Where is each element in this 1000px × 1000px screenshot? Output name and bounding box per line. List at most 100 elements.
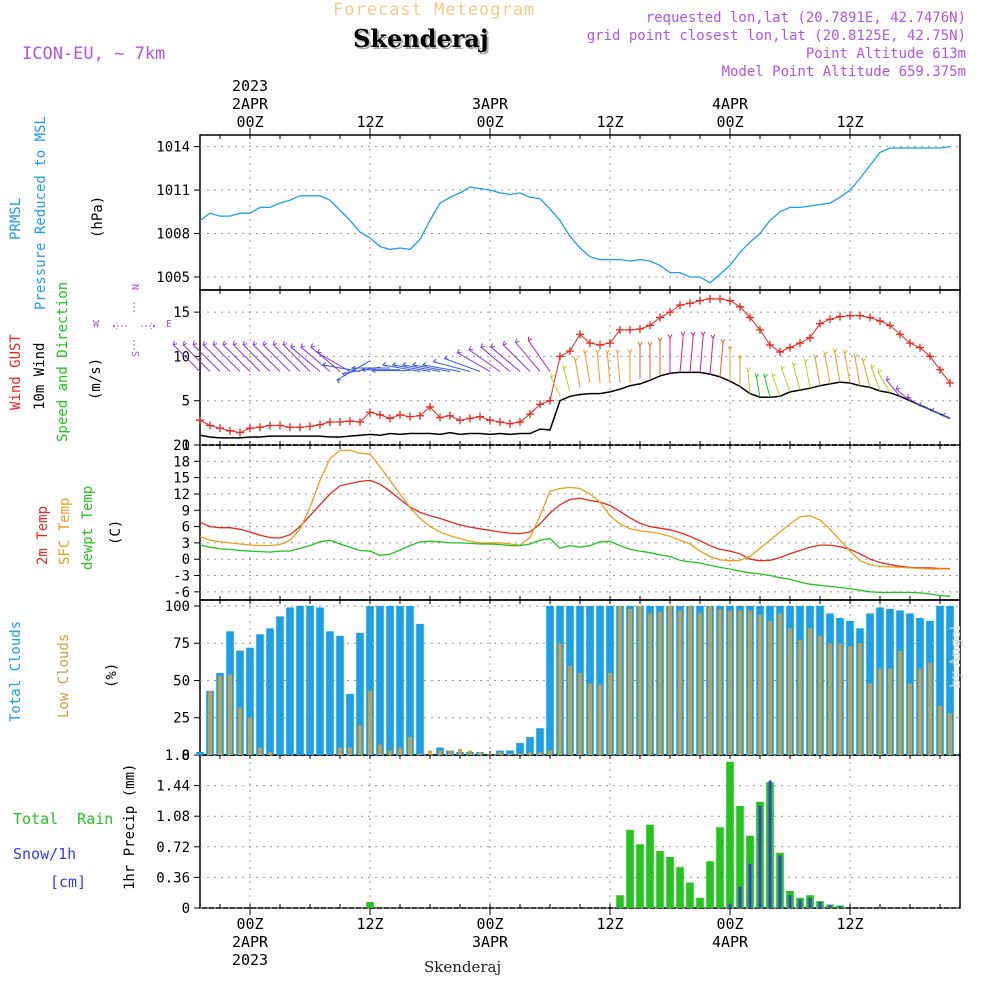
pressure-frame [199,134,961,291]
total-cloud-bar [306,605,314,755]
total-cloud-bar [296,605,304,755]
wind-arrow [606,353,611,384]
wind-gust-marker [726,296,734,305]
top-time-label: 00Z [236,113,263,131]
total-cloud-bar [286,607,294,755]
pressure-label-prmsl: PRMSL [8,197,24,240]
clouds-ytick-label: 0 [182,748,190,764]
wind-gust-marker [266,421,274,430]
wind-arrow-head [657,337,663,343]
bottom-time-label: 12Z [356,915,383,933]
low-cloud-bar [358,725,362,755]
wind-arrow [282,344,311,372]
location-title: Skenderaj [353,24,489,53]
wind-gust-marker [826,315,834,324]
wind-arrow [480,346,511,372]
low-cloud-bar [248,717,252,755]
pressure-ytick-label: 1005 [156,270,190,286]
clouds-label-low: Low Clouds [56,633,72,718]
wind-arrow [336,360,371,381]
wind-arrow [755,376,761,398]
wind-arrow [719,342,724,377]
low-cloud-bar [648,613,652,755]
precip-ytick-label: 0 [182,901,190,917]
top-time-label: 12Z [356,113,383,131]
wind-gust-marker [616,325,624,334]
wind-arrow-head [917,402,923,407]
compass-n: N [131,283,142,290]
wind-gust-marker [366,408,374,417]
low-cloud-bar [738,610,742,755]
wind-arrow [222,344,251,372]
wind-arrow [490,346,521,372]
wind-arrow [502,344,531,372]
wind-gust-marker [246,424,254,433]
wind-arrow-head [350,365,356,371]
wind-arrow [781,369,791,393]
wind-gust-marker [316,420,324,429]
wind-arrow-head [527,336,533,342]
low-cloud-bar [268,752,272,755]
clouds-unit: (%) [104,662,120,688]
wind-gust-marker [736,302,744,311]
temp-ytick-label: 6 [182,520,190,536]
wind-gust-marker [936,365,944,374]
wind-arrow-head [737,355,743,360]
precip-unit: 1hr Precip (mm) [122,763,138,890]
low-cloud-bar [558,643,562,755]
wind-arrow [563,368,571,392]
wind-arrow-head [192,340,198,346]
wind-arrow-head [605,349,611,355]
wind-arrow-head [515,338,520,344]
wind-arrow-head [877,368,882,374]
snow-bar [828,904,832,908]
precip-label-cm: [cm] [50,873,87,891]
top-date-label: 3APR [472,95,509,113]
low-cloud-bar [598,684,602,755]
low-cloud-bar [888,668,892,755]
temp-unit: (C) [108,519,124,545]
prmsl-line [199,145,951,284]
wind-ytick-label: 5 [182,394,190,410]
wind-gust-marker [606,339,614,348]
wind-arrow-head [595,349,601,355]
snow-bar [818,902,822,908]
low-cloud-bar [798,640,802,755]
bottom-time-label: 12Z [836,915,863,933]
bottom-date-label: 2APR [232,933,269,951]
wind-unit: (m/s) [88,357,104,400]
low-cloud-bar [708,605,712,755]
total-cloud-bar [526,737,534,755]
wind-arrow [392,364,431,372]
wind-arrow [814,357,821,386]
wind-arrow [468,349,501,372]
temp-ytick-label: 15 [173,471,190,487]
bottom-date-label: 4APR [712,933,749,951]
wind-arrow-head [930,407,936,413]
temp-ytick-label: -6 [173,585,190,601]
low-cloud-bar [928,662,932,755]
wind-gust-marker [556,352,564,361]
wind-gust-marker [416,411,424,420]
wind-gust-marker [876,317,884,325]
pressure-label-msl: Pressure Reduced to MSL [33,116,49,310]
wind-arrow-head [832,348,838,354]
total-cloud-bar [596,605,604,755]
precip-label-rain: Total Rain [13,810,114,828]
wind-arrow-head [680,331,686,337]
low-cloud-bar [538,752,542,755]
low-cloud-bar [448,750,452,755]
pressure-ytick-label: 1008 [156,227,190,243]
wind-arrow-head [182,340,188,346]
temp-ytick-label: 0 [182,552,190,568]
wind-arrow [877,372,891,393]
wind-arrow-head [754,373,760,379]
wind-arrow-head [310,343,316,348]
wind-arrow [804,362,811,389]
low-cloud-bar [848,646,852,755]
total-cloud-bar [336,635,344,755]
rain-bar [686,882,694,908]
snow-bar [778,855,782,908]
wind-arrow [232,344,261,372]
low-cloud-bar [438,750,442,755]
